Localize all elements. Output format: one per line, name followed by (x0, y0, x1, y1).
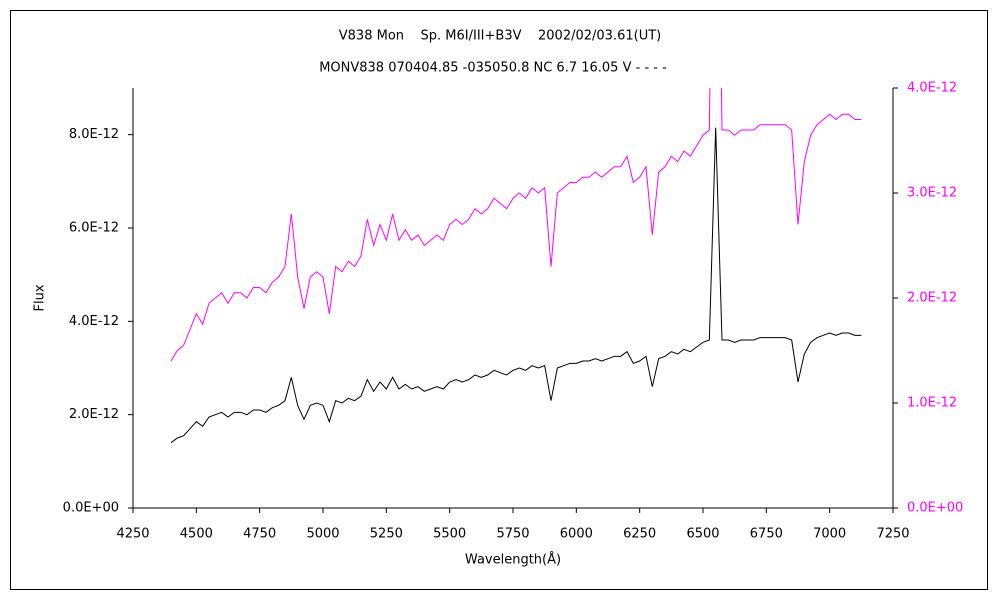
chart-subtitle: MONV838 070404.85 -035050.8 NC 6.7 16.05… (319, 61, 667, 76)
x-tick-label: 5250 (370, 527, 403, 542)
y2-tick-label: 2.0E-12 (907, 291, 957, 306)
chart-title: V838 Mon Sp. M6I/III+B3V 2002/02/03.61(U… (339, 29, 661, 44)
y-tick-label: 2.0E-12 (69, 407, 119, 422)
spectrum-line (170, 88, 862, 362)
x-tick-label: 4250 (116, 527, 149, 542)
x-tick-label: 7250 (876, 527, 909, 542)
x-tick-label: 4750 (243, 527, 276, 542)
x-tick-label: 6750 (750, 527, 783, 542)
x-tick-label: 5000 (306, 527, 339, 542)
y-tick-label: 6.0E-12 (69, 221, 119, 236)
x-tick-label: 5500 (433, 527, 466, 542)
y-tick-label: 8.0E-12 (69, 127, 119, 142)
y-axis-label: Flux (33, 284, 48, 311)
x-tick-label: 4500 (180, 527, 213, 542)
y2-tick-label: 1.0E-12 (907, 396, 957, 411)
y-tick-label: 0.0E+00 (63, 501, 119, 516)
x-tick-label: 6000 (560, 527, 593, 542)
y2-tick-label: 3.0E-12 (907, 186, 957, 201)
plot-area (170, 88, 862, 444)
x-tick-label: 5750 (496, 527, 529, 542)
spectrum-line (170, 127, 862, 444)
chart-frame (10, 10, 988, 590)
x-axis-label: Wavelength(Å) (465, 552, 561, 568)
x-tick-label: 6500 (686, 527, 719, 542)
y-tick-label: 4.0E-12 (69, 314, 119, 329)
x-tick-label: 7000 (813, 527, 846, 542)
y2-tick-label: 4.0E-12 (907, 81, 957, 96)
y2-tick-label: 0.0E+00 (907, 501, 963, 516)
x-tick-label: 6250 (623, 527, 656, 542)
